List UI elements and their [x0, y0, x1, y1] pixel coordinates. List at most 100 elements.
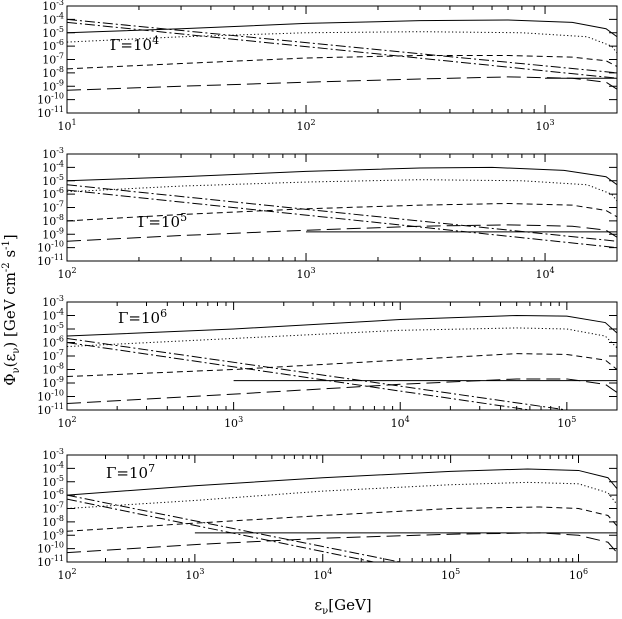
- y-tick-exponent: -6: [56, 38, 64, 47]
- y-tick-mantissa: 10: [37, 391, 51, 404]
- x-tick-mantissa: 10: [535, 120, 549, 133]
- x-tick-exponent: 3: [238, 415, 243, 424]
- y-tick-exponent: -5: [56, 25, 64, 34]
- series-dotted-line: [67, 481, 617, 509]
- y-tick-label: 10-9: [42, 226, 64, 241]
- series-dashdot-line: [67, 21, 617, 79]
- series-dotted-line: [67, 179, 617, 202]
- y-tick-mantissa: 10: [42, 337, 56, 350]
- y-tick-mantissa: 10: [42, 40, 56, 53]
- series-longdash-line: [67, 378, 617, 405]
- y-tick-exponent: -7: [56, 348, 64, 357]
- y-tick-exponent: -10: [51, 240, 64, 249]
- series-dashed-line: [67, 202, 617, 222]
- y-tick-label: 10-5: [42, 25, 64, 40]
- x-tick-label: 103: [535, 118, 554, 133]
- y-tick-exponent: -7: [56, 52, 64, 61]
- y-tick-exponent: -7: [56, 501, 64, 510]
- y-tick-mantissa: 10: [42, 296, 56, 309]
- x-tick-mantissa: 10: [57, 417, 71, 430]
- y-tick-label: 10-6: [42, 487, 64, 502]
- y-tick-exponent: -3: [56, 146, 64, 155]
- y-tick-exponent: -6: [56, 487, 64, 496]
- y-tick-mantissa: 10: [37, 94, 51, 107]
- y-tick-exponent: -6: [56, 335, 64, 344]
- y-tick-mantissa: 10: [42, 350, 56, 363]
- series-dotted-line: [67, 327, 617, 349]
- y-tick-exponent: -9: [56, 226, 64, 235]
- x-tick-mantissa: 10: [569, 569, 583, 582]
- y-tick-label: 10-10: [37, 541, 64, 556]
- y-tick-mantissa: 10: [37, 556, 51, 569]
- panel-4: 102 103 104 105 10610-310-410-510-610-710-81…: [37, 447, 618, 582]
- series-dotted-line: [67, 31, 617, 54]
- y-axis-label-mid: (ε: [1, 353, 19, 367]
- x-tick-label: 104: [313, 567, 332, 582]
- series-dashdot-line: [67, 189, 617, 249]
- y-axis-label-unit: ) [GeV cm: [1, 272, 19, 348]
- y-tick-exponent: -9: [56, 527, 64, 536]
- series-solid-line: [67, 314, 617, 337]
- x-axis-label: εν[GeV]: [314, 596, 371, 617]
- y-tick-mantissa: 10: [42, 377, 56, 390]
- x-tick-label: 102: [57, 567, 76, 582]
- y-tick-label: 10-10: [37, 389, 64, 404]
- x-tick-exponent: 2: [71, 266, 76, 275]
- x-axis-label-unit: [GeV]: [328, 596, 371, 614]
- gamma-label: Γ=105: [138, 211, 187, 231]
- gamma-label-text: Γ=10: [138, 213, 180, 231]
- y-tick-label: 10-9: [42, 375, 64, 390]
- y-tick-label: 10-6: [42, 186, 64, 201]
- y-tick-label: 10-7: [42, 200, 64, 215]
- y-tick-mantissa: 10: [42, 529, 56, 542]
- x-tick-mantissa: 10: [441, 569, 455, 582]
- y-tick-mantissa: 10: [42, 449, 56, 462]
- series-dashdot-line: [67, 337, 567, 410]
- y-tick-mantissa: 10: [37, 255, 51, 268]
- x-tick-label: 105: [441, 567, 460, 582]
- gamma-label-exponent: 4: [152, 34, 159, 47]
- y-tick-exponent: -11: [51, 253, 64, 262]
- y-tick-label: 10-9: [42, 78, 64, 93]
- y-tick-exponent: -9: [56, 78, 64, 87]
- gamma-label-exponent: 7: [148, 462, 155, 475]
- y-tick-label: 10-5: [42, 173, 64, 188]
- y-tick-exponent: -10: [51, 389, 64, 398]
- x-tick-label: 103: [224, 415, 243, 430]
- gamma-label: Γ=107: [106, 462, 155, 482]
- y-tick-mantissa: 10: [42, 161, 56, 174]
- gamma-label-text: Γ=10: [118, 309, 160, 327]
- y-tick-label: 10-10: [37, 240, 64, 255]
- x-tick-mantissa: 10: [391, 417, 405, 430]
- y-axis-label-s: s: [1, 250, 19, 262]
- series-dashed-line: [67, 353, 617, 378]
- y-tick-label: 10-8: [42, 65, 64, 80]
- y-tick-label: 10-3: [42, 447, 64, 462]
- x-tick-label: 105: [557, 415, 576, 430]
- y-tick-mantissa: 10: [42, 489, 56, 502]
- y-tick-label: 10-9: [42, 527, 64, 542]
- x-tick-mantissa: 10: [57, 268, 71, 281]
- y-tick-label: 10-5: [42, 474, 64, 489]
- x-tick-label: 102: [57, 266, 76, 281]
- y-tick-exponent: -3: [56, 294, 64, 303]
- y-tick-mantissa: 10: [42, 67, 56, 80]
- y-tick-label: 10-6: [42, 335, 64, 350]
- y-tick-mantissa: 10: [42, 516, 56, 529]
- y-tick-mantissa: 10: [42, 188, 56, 201]
- y-tick-label: 10-11: [37, 253, 64, 268]
- series-longdash-line: [67, 532, 617, 554]
- x-tick-mantissa: 10: [57, 120, 71, 133]
- x-tick-mantissa: 10: [224, 417, 238, 430]
- x-tick-exponent: 3: [549, 118, 554, 127]
- y-tick-label: 10-4: [42, 11, 64, 26]
- y-tick-mantissa: 10: [42, 503, 56, 516]
- y-tick-label: 10-11: [37, 554, 64, 569]
- y-tick-mantissa: 10: [42, 364, 56, 377]
- y-tick-mantissa: 10: [42, 476, 56, 489]
- y-tick-label: 10-11: [37, 105, 64, 120]
- panel-1: 101 102 10310-310-410-510-610-710-810-910-…: [37, 0, 618, 133]
- gamma-label-exponent: 6: [160, 307, 167, 320]
- series-solid-line: [67, 468, 617, 496]
